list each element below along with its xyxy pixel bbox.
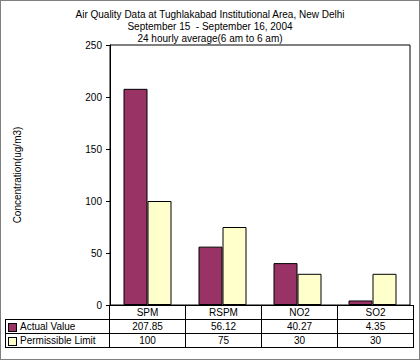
html-text:75: 75 (217, 335, 230, 346)
html-text:40.27: 40.27 (287, 321, 312, 332)
html-text:100: 100 (139, 335, 156, 346)
svg-text:150: 150 (85, 144, 102, 155)
html-text:207.85: 207.85 (132, 321, 163, 332)
html-text:30: 30 (293, 335, 306, 346)
html-text:30: 30 (369, 335, 382, 346)
html-text:NO2: NO2 (289, 307, 310, 318)
html-text:SO2: SO2 (365, 307, 386, 318)
svg-text:100: 100 (85, 196, 102, 207)
html-text:RSPM: RSPM (209, 307, 238, 318)
html-text:4.35: 4.35 (365, 321, 386, 332)
html-text:56.12: 56.12 (211, 321, 236, 332)
svg-text:24 hourly average(6 am to 6 am: 24 hourly average(6 am to 6 am) (137, 33, 282, 44)
svg-text:0: 0 (96, 300, 102, 311)
svg-text:50: 50 (91, 248, 103, 259)
svg-text:200: 200 (85, 92, 102, 103)
html-text:Actual Value: Actual Value (20, 321, 76, 332)
svg-text:September 15 - September 16,: September 15 - September 16, 2004 (127, 21, 293, 32)
svg-text:Air Quality Data at Tughlakaba: Air Quality Data at Tughlakabad Institut… (75, 9, 344, 20)
html-text:SPM: SPM (136, 307, 159, 318)
svg-text:Concentration(ug/m3): Concentration(ug/m3) (12, 127, 23, 224)
html-text:Permissible Limit: Permissible Limit (20, 335, 96, 346)
svg-text:250: 250 (85, 40, 102, 51)
